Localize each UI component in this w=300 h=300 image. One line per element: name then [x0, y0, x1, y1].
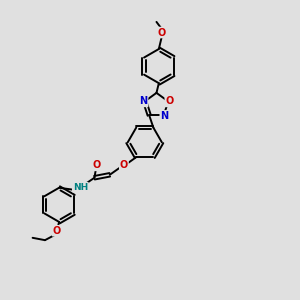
- Text: NH: NH: [73, 183, 88, 192]
- Text: O: O: [165, 96, 173, 106]
- Text: N: N: [160, 111, 168, 121]
- Text: O: O: [52, 226, 61, 236]
- Text: O: O: [93, 160, 101, 170]
- Text: O: O: [158, 28, 166, 38]
- Text: N: N: [140, 96, 148, 106]
- Text: O: O: [120, 160, 128, 170]
